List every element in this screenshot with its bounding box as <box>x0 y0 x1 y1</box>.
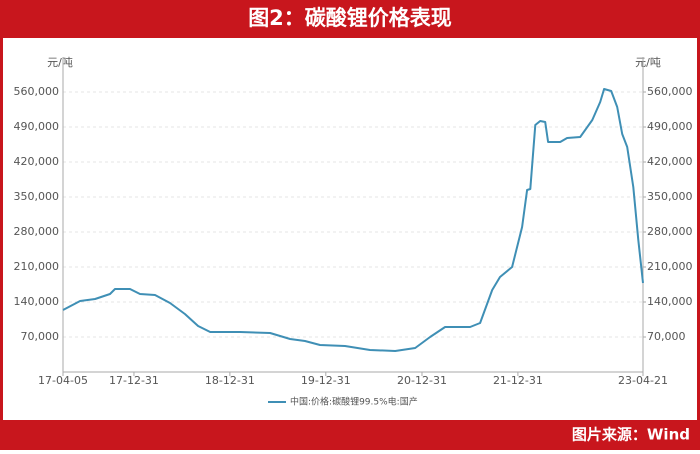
chart-title: 图2：碳酸锂价格表现 <box>248 6 452 30</box>
y2-tick-label: 490,000 <box>647 120 693 133</box>
y2-tick-label: 350,000 <box>647 190 693 203</box>
x-tick-label: 21-12-31 <box>493 374 543 387</box>
y2-tick-label: 420,000 <box>647 155 693 168</box>
source: 图片来源：Wind <box>572 426 690 444</box>
x-tick-label: 20-12-31 <box>397 374 447 387</box>
y2-tick-label: 140,000 <box>647 295 693 308</box>
y-tick-label: 210,000 <box>14 260 60 273</box>
y-tick-label: 280,000 <box>14 225 60 238</box>
y2-tick-label: 560,000 <box>647 85 693 98</box>
series-line <box>62 88 644 352</box>
y-tick-label: 560,000 <box>14 85 60 98</box>
y-tick-label: 70,000 <box>21 330 60 343</box>
panel <box>3 38 697 420</box>
x-tick-label: 17-04-05 <box>38 374 88 387</box>
y-unit: 元/吨 <box>47 56 73 69</box>
y-tick-label: 490,000 <box>14 120 60 133</box>
x-tick-label: 18-12-31 <box>205 374 255 387</box>
y-tick-label: 420,000 <box>14 155 60 168</box>
y2-tick-label: 70,000 <box>647 330 686 343</box>
y2-tick-label: 280,000 <box>647 225 693 238</box>
y-tick-label: 140,000 <box>14 295 60 308</box>
x-tick-label: 17-12-31 <box>109 374 159 387</box>
y2-unit: 元/吨 <box>635 56 661 69</box>
x-tick-label: 23-04-21 <box>618 374 668 387</box>
y-tick-label: 350,000 <box>14 190 60 203</box>
x-tick-label: 19-12-31 <box>301 374 351 387</box>
legend-label: 中国:价格:碳酸锂99.5%电:国产 <box>290 396 418 408</box>
y2-tick-label: 210,000 <box>647 260 693 273</box>
